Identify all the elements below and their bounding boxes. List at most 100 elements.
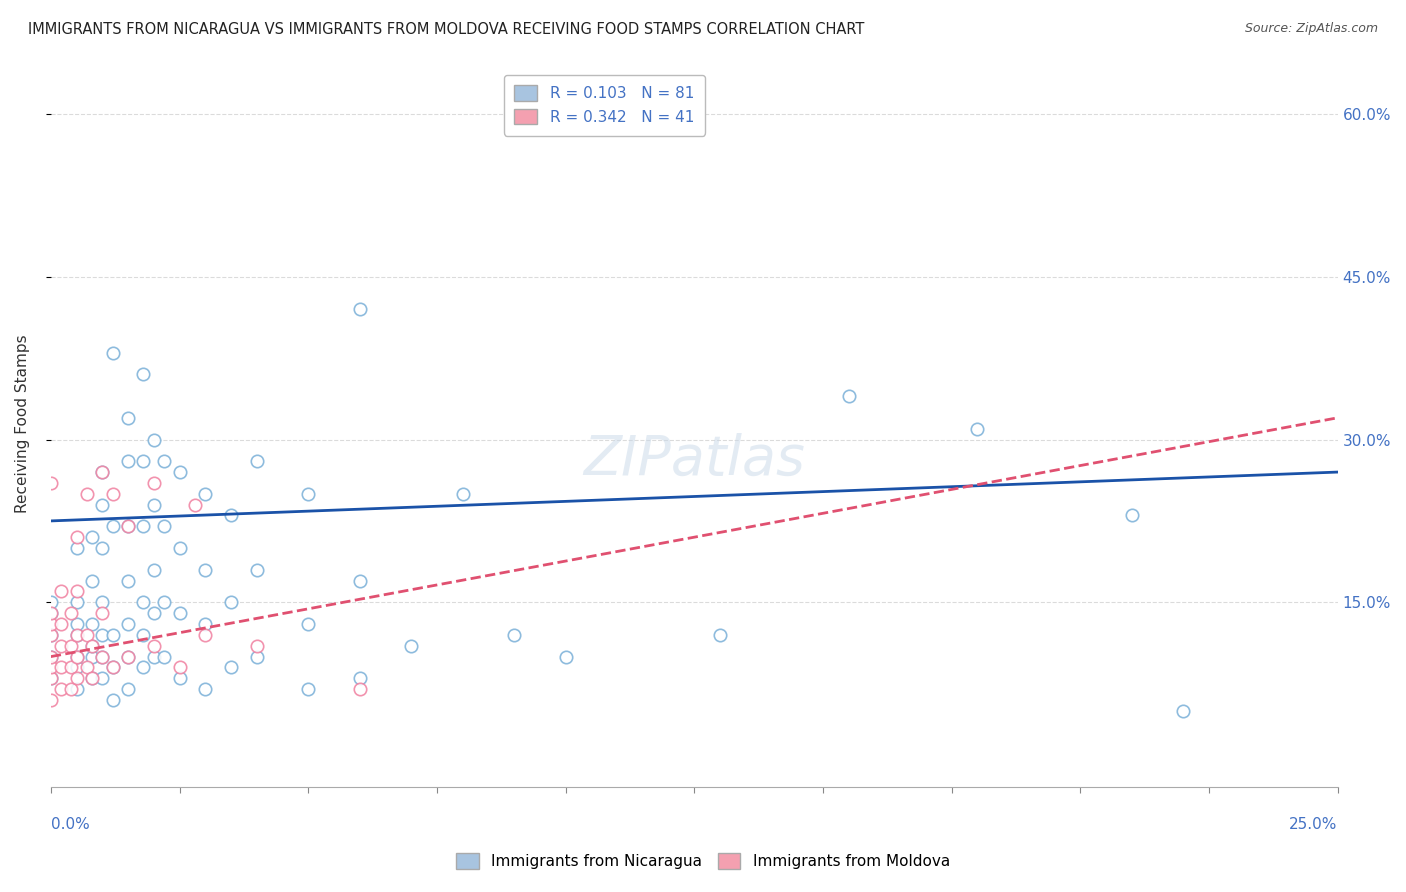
Text: Source: ZipAtlas.com: Source: ZipAtlas.com (1244, 22, 1378, 36)
Point (65, 649, 87, 664)
Point (39, 606, 62, 620)
Point (65, 628, 87, 642)
Point (219, 508, 242, 523)
Point (117, 617, 139, 632)
Point (169, 606, 191, 620)
Point (194, 487, 217, 501)
Point (39, 671, 62, 685)
Point (65, 617, 87, 632)
Point (91, 649, 114, 664)
Point (65, 649, 87, 664)
Point (503, 628, 526, 642)
Point (142, 475, 165, 490)
Point (91, 649, 114, 664)
Point (60, 682, 83, 697)
Point (80, 530, 103, 544)
Point (80, 649, 103, 664)
Point (91, 465, 114, 479)
Point (65, 671, 87, 685)
Point (169, 660, 191, 674)
Point (349, 302, 371, 317)
Text: ZIPatlas: ZIPatlas (583, 434, 806, 486)
Point (117, 454, 139, 468)
Point (297, 682, 319, 697)
Point (142, 563, 165, 577)
Point (194, 682, 217, 697)
Point (80, 574, 103, 588)
Point (91, 606, 114, 620)
Point (246, 563, 269, 577)
Point (39, 475, 62, 490)
Point (349, 574, 371, 588)
Point (91, 628, 114, 642)
Point (65, 541, 87, 555)
Point (709, 628, 731, 642)
Point (117, 410, 139, 425)
Point (39, 628, 62, 642)
Point (117, 682, 139, 697)
Point (65, 660, 87, 674)
Point (142, 498, 165, 512)
Point (153, 454, 176, 468)
Point (76, 487, 98, 501)
Point (39, 649, 62, 664)
Point (169, 465, 191, 479)
Point (297, 617, 319, 632)
Point (1173, 704, 1195, 718)
Point (39, 693, 62, 707)
Point (80, 671, 103, 685)
Point (117, 649, 139, 664)
Point (91, 595, 114, 609)
Point (65, 530, 87, 544)
Point (246, 639, 269, 653)
Point (451, 487, 474, 501)
Point (101, 519, 124, 533)
Point (101, 660, 124, 674)
Point (49, 660, 72, 674)
Point (132, 454, 155, 468)
Point (399, 639, 422, 653)
Point (169, 541, 191, 555)
Point (39, 606, 62, 620)
Point (838, 389, 860, 403)
Point (101, 693, 124, 707)
Point (349, 671, 371, 685)
Point (49, 639, 72, 653)
Point (101, 345, 124, 359)
Point (554, 649, 576, 664)
Point (39, 628, 62, 642)
Point (65, 595, 87, 609)
Point (39, 649, 62, 664)
Point (153, 649, 176, 664)
Point (60, 639, 83, 653)
Point (65, 584, 87, 599)
Point (1121, 508, 1143, 523)
Point (76, 660, 98, 674)
Point (117, 519, 139, 533)
Point (142, 606, 165, 620)
Point (169, 671, 191, 685)
Point (39, 660, 62, 674)
Point (39, 671, 62, 685)
Point (101, 628, 124, 642)
Text: IMMIGRANTS FROM NICARAGUA VS IMMIGRANTS FROM MOLDOVA RECEIVING FOOD STAMPS CORRE: IMMIGRANTS FROM NICARAGUA VS IMMIGRANTS … (28, 22, 865, 37)
Point (65, 628, 87, 642)
Point (49, 617, 72, 632)
Point (132, 628, 155, 642)
Point (142, 433, 165, 447)
Point (49, 682, 72, 697)
Point (80, 639, 103, 653)
Point (91, 541, 114, 555)
Point (142, 639, 165, 653)
Point (49, 584, 72, 599)
Point (39, 617, 62, 632)
Point (80, 617, 103, 632)
Legend: Immigrants from Nicaragua, Immigrants from Moldova: Immigrants from Nicaragua, Immigrants fr… (450, 847, 956, 875)
Point (219, 660, 242, 674)
Point (117, 649, 139, 664)
Point (117, 519, 139, 533)
Point (60, 660, 83, 674)
Point (91, 498, 114, 512)
Point (142, 649, 165, 664)
Point (117, 574, 139, 588)
